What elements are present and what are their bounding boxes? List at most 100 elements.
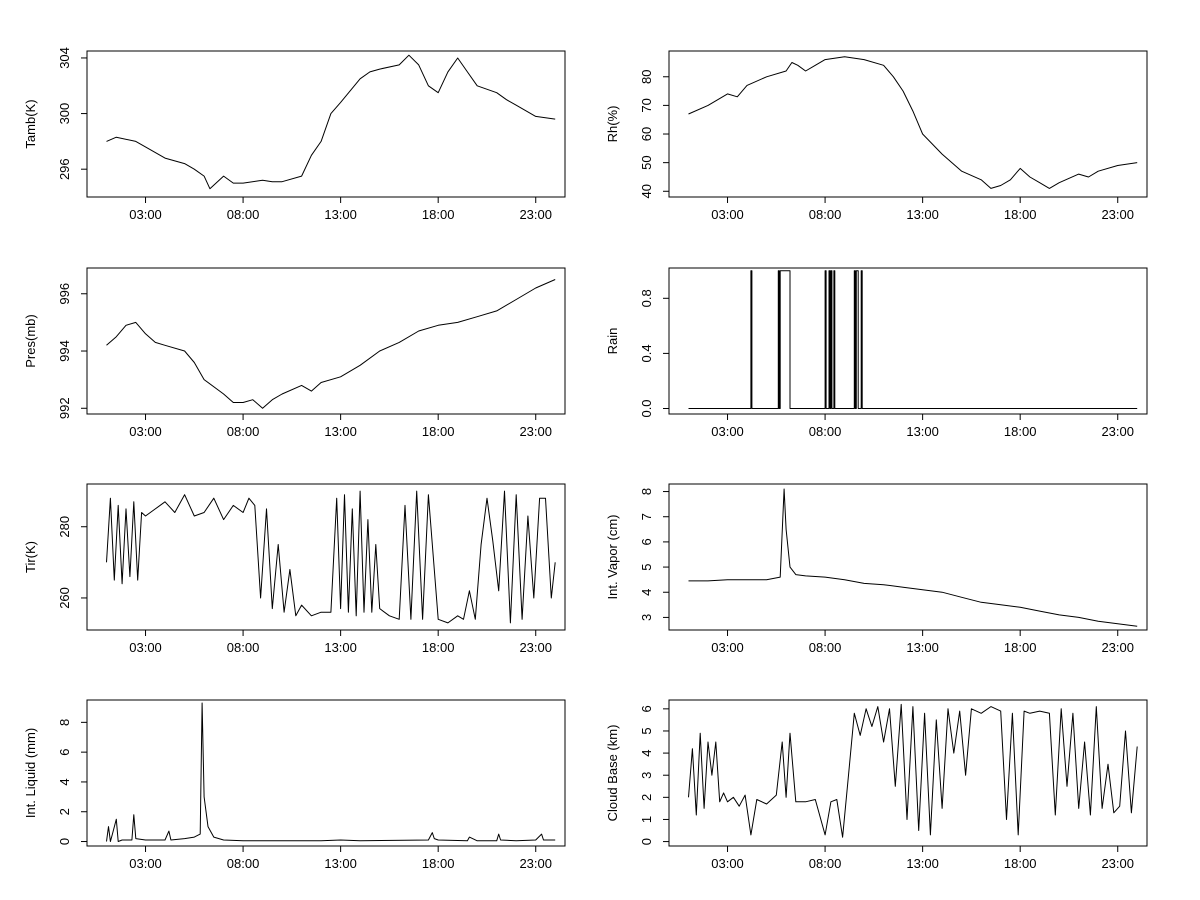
y-tick-label: 0.0 xyxy=(639,399,654,417)
panel-6: 03:00 08:00 13:00 18:00 23:00 0 2 4 6 8 Int. Liqui… xyxy=(23,699,566,871)
y-tick-label: 5 xyxy=(639,563,654,570)
y-tick-label: 4 xyxy=(57,778,72,785)
y-axis-label: Tamb(K) xyxy=(23,99,38,148)
y-tick-label: 996 xyxy=(57,283,72,305)
series-line xyxy=(106,54,556,190)
plot-frame xyxy=(668,267,1148,415)
x-tick-label: 18:00 xyxy=(422,856,455,871)
y-tick-label: 7 xyxy=(639,513,654,520)
panel-3: 03:00 08:00 13:00 18:00 23:00 0.0 0.4 0.8 Rain xyxy=(605,267,1148,439)
x-tick-label: 13:00 xyxy=(324,424,357,439)
y-tick-label: 0.8 xyxy=(639,289,654,307)
y-tick-label: 280 xyxy=(57,516,72,538)
x-tick-label: 13:00 xyxy=(324,207,357,222)
y-tick-label: 3 xyxy=(639,614,654,621)
x-tick-label: 08:00 xyxy=(227,640,260,655)
panel-2: 03:00 08:00 13:00 18:00 23:00 992 994 996 Pres(m… xyxy=(23,267,566,439)
plot-frame xyxy=(86,483,566,631)
x-tick-label: 13:00 xyxy=(906,207,939,222)
x-tick-label: 03:00 xyxy=(711,856,744,871)
y-tick-label: 1 xyxy=(639,816,654,823)
x-tick-label: 13:00 xyxy=(906,424,939,439)
x-tick-label: 03:00 xyxy=(711,640,744,655)
y-tick-label: 8 xyxy=(639,488,654,495)
series-line xyxy=(106,490,556,624)
x-tick-label: 18:00 xyxy=(1004,207,1037,222)
series-line xyxy=(106,702,556,842)
panel-1: 03:00 08:00 13:00 18:00 23:00 40 50 60 70 80 Rh(%) xyxy=(605,50,1148,222)
y-tick-label: 0.4 xyxy=(639,344,654,362)
x-tick-label: 23:00 xyxy=(519,207,552,222)
y-tick-label: 70 xyxy=(639,98,654,112)
x-tick-label: 23:00 xyxy=(1101,640,1134,655)
y-tick-label: 60 xyxy=(639,127,654,141)
panel-5: 03:00 08:00 13:00 18:00 23:00 3 4 5 6 7 8 Int. Vapo… xyxy=(605,483,1148,655)
y-tick-label: 994 xyxy=(57,340,72,362)
x-tick-label: 08:00 xyxy=(227,424,260,439)
x-tick-label: 08:00 xyxy=(227,856,260,871)
plot-frame xyxy=(668,699,1148,847)
y-axis-label: Pres(mb) xyxy=(23,314,38,367)
y-tick-label: 304 xyxy=(57,47,72,69)
plot-frame xyxy=(86,50,566,198)
y-axis-label: Cloud Base (km) xyxy=(605,725,620,822)
x-tick-label: 23:00 xyxy=(1101,207,1134,222)
x-tick-label: 18:00 xyxy=(422,640,455,655)
x-tick-label: 13:00 xyxy=(324,640,357,655)
x-tick-label: 18:00 xyxy=(1004,640,1037,655)
series-line xyxy=(688,56,1138,189)
series-line xyxy=(688,270,1138,409)
y-tick-label: 4 xyxy=(639,749,654,756)
x-tick-label: 23:00 xyxy=(1101,856,1134,871)
y-tick-label: 0 xyxy=(57,838,72,845)
y-axis-label: Int. Vapor (cm) xyxy=(605,514,620,599)
y-tick-label: 40 xyxy=(639,184,654,198)
y-tick-label: 80 xyxy=(639,70,654,84)
x-tick-label: 18:00 xyxy=(422,424,455,439)
y-tick-label: 6 xyxy=(639,705,654,712)
y-axis-label: Rh(%) xyxy=(605,106,620,143)
x-tick-label: 18:00 xyxy=(422,207,455,222)
x-tick-label: 03:00 xyxy=(711,424,744,439)
x-tick-label: 03:00 xyxy=(129,856,162,871)
x-tick-label: 23:00 xyxy=(1101,424,1134,439)
x-tick-label: 08:00 xyxy=(809,207,842,222)
y-tick-label: 8 xyxy=(57,719,72,726)
y-tick-label: 3 xyxy=(639,772,654,779)
plot-frame xyxy=(86,267,566,415)
plot-frame xyxy=(668,483,1148,631)
x-tick-label: 18:00 xyxy=(1004,856,1037,871)
y-tick-label: 4 xyxy=(639,589,654,596)
x-tick-label: 23:00 xyxy=(519,424,552,439)
x-tick-label: 23:00 xyxy=(519,856,552,871)
y-axis-label: Rain xyxy=(605,328,620,355)
y-tick-label: 6 xyxy=(57,749,72,756)
y-tick-label: 2 xyxy=(639,794,654,801)
x-tick-label: 23:00 xyxy=(519,640,552,655)
x-tick-label: 18:00 xyxy=(1004,424,1037,439)
y-tick-label: 992 xyxy=(57,397,72,419)
series-line xyxy=(106,279,556,409)
y-tick-label: 300 xyxy=(57,103,72,125)
y-tick-label: 6 xyxy=(639,538,654,545)
x-tick-label: 03:00 xyxy=(129,640,162,655)
x-tick-label: 13:00 xyxy=(906,640,939,655)
panel-0: 03:00 08:00 13:00 18:00 23:00 296 300 304 Tamb(K… xyxy=(23,47,566,222)
plot-frame xyxy=(668,50,1148,198)
x-tick-label: 03:00 xyxy=(711,207,744,222)
y-tick-label: 260 xyxy=(57,587,72,609)
y-axis-label: Int. Liquid (mm) xyxy=(23,728,38,818)
x-tick-label: 08:00 xyxy=(809,640,842,655)
panel-7: 03:00 08:00 13:00 18:00 23:00 0 1 2 3 4 5 6 Cloud Ba… xyxy=(605,699,1148,871)
x-tick-label: 08:00 xyxy=(809,424,842,439)
x-tick-label: 13:00 xyxy=(324,856,357,871)
y-tick-label: 2 xyxy=(57,808,72,815)
panel-4: 03:00 08:00 13:00 18:00 23:00 260 280 Tir(K) xyxy=(23,483,566,655)
series-line xyxy=(688,488,1138,627)
x-tick-label: 13:00 xyxy=(906,856,939,871)
y-tick-label: 50 xyxy=(639,155,654,169)
y-axis-label: Tir(K) xyxy=(23,541,38,573)
plot-frame xyxy=(86,699,566,847)
x-tick-label: 08:00 xyxy=(809,856,842,871)
